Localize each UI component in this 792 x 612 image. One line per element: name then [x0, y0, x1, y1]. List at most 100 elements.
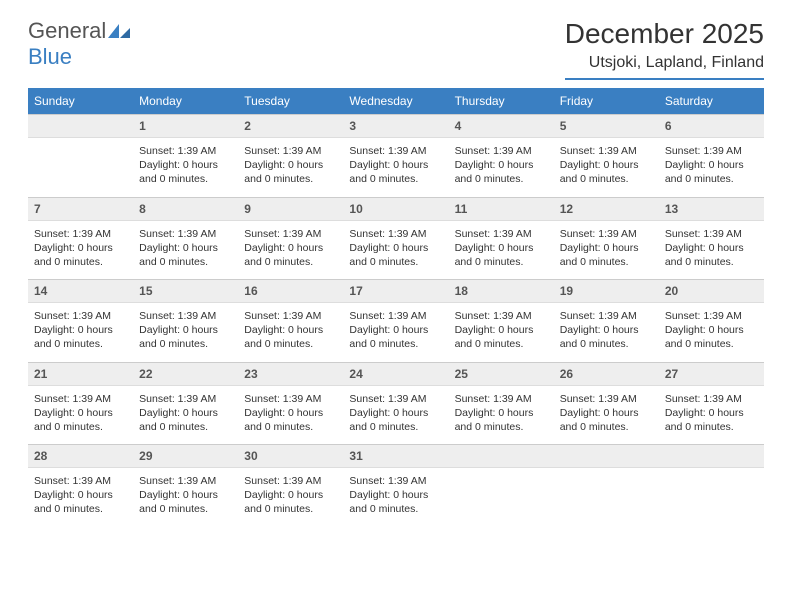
day-number: 24 — [343, 362, 448, 385]
logo-word-blue: Blue — [28, 44, 72, 69]
day-number: 3 — [343, 115, 448, 138]
daylight-line: Daylight: 0 hours and 0 minutes. — [665, 158, 758, 186]
calendar-body: SundayMondayTuesdayWednesdayThursdayFrid… — [28, 88, 764, 527]
day-cell: Sunset: 1:39 AMDaylight: 0 hours and 0 m… — [238, 468, 343, 527]
sunset-line: Sunset: 1:39 AM — [139, 309, 232, 323]
sunset-line: Sunset: 1:39 AM — [349, 309, 442, 323]
day-cell: Sunset: 1:39 AMDaylight: 0 hours and 0 m… — [133, 385, 238, 445]
day-cell: Sunset: 1:39 AMDaylight: 0 hours and 0 m… — [449, 303, 554, 363]
sunset-line: Sunset: 1:39 AM — [34, 309, 127, 323]
weekday-row: SundayMondayTuesdayWednesdayThursdayFrid… — [28, 88, 764, 115]
day-number — [449, 445, 554, 468]
day-number: 6 — [659, 115, 764, 138]
logo-text: General Blue — [28, 18, 130, 70]
logo-word-general: General — [28, 18, 106, 43]
daylight-line: Daylight: 0 hours and 0 minutes. — [665, 406, 758, 434]
daylight-line: Daylight: 0 hours and 0 minutes. — [244, 488, 337, 516]
sunset-line: Sunset: 1:39 AM — [665, 309, 758, 323]
page-header: General Blue December 2025 Utsjoki, Lapl… — [28, 18, 764, 80]
day-cell: Sunset: 1:39 AMDaylight: 0 hours and 0 m… — [449, 138, 554, 198]
day-number: 10 — [343, 197, 448, 220]
sunset-line: Sunset: 1:39 AM — [349, 392, 442, 406]
daylight-line: Daylight: 0 hours and 0 minutes. — [34, 488, 127, 516]
day-number: 14 — [28, 280, 133, 303]
day-number: 5 — [554, 115, 659, 138]
daylight-line: Daylight: 0 hours and 0 minutes. — [349, 323, 442, 351]
day-cell: Sunset: 1:39 AMDaylight: 0 hours and 0 m… — [554, 385, 659, 445]
day-cell — [28, 138, 133, 198]
brand-logo: General Blue — [28, 18, 130, 70]
day-cell: Sunset: 1:39 AMDaylight: 0 hours and 0 m… — [659, 138, 764, 198]
day-content-row: Sunset: 1:39 AMDaylight: 0 hours and 0 m… — [28, 468, 764, 527]
day-cell — [659, 468, 764, 527]
calendar-table: SundayMondayTuesdayWednesdayThursdayFrid… — [28, 88, 764, 527]
calendar-page: General Blue December 2025 Utsjoki, Lapl… — [0, 0, 792, 545]
daylight-line: Daylight: 0 hours and 0 minutes. — [139, 406, 232, 434]
sunset-line: Sunset: 1:39 AM — [560, 309, 653, 323]
daylight-line: Daylight: 0 hours and 0 minutes. — [455, 323, 548, 351]
daylight-line: Daylight: 0 hours and 0 minutes. — [560, 323, 653, 351]
day-number: 23 — [238, 362, 343, 385]
day-content-row: Sunset: 1:39 AMDaylight: 0 hours and 0 m… — [28, 303, 764, 363]
sunset-line: Sunset: 1:39 AM — [349, 227, 442, 241]
daylight-line: Daylight: 0 hours and 0 minutes. — [139, 241, 232, 269]
day-cell: Sunset: 1:39 AMDaylight: 0 hours and 0 m… — [343, 138, 448, 198]
sunset-line: Sunset: 1:39 AM — [455, 144, 548, 158]
sunset-line: Sunset: 1:39 AM — [244, 392, 337, 406]
day-cell: Sunset: 1:39 AMDaylight: 0 hours and 0 m… — [238, 303, 343, 363]
day-number: 8 — [133, 197, 238, 220]
sunset-line: Sunset: 1:39 AM — [455, 392, 548, 406]
logo-sail-icon — [108, 24, 130, 38]
sunset-line: Sunset: 1:39 AM — [244, 474, 337, 488]
day-cell: Sunset: 1:39 AMDaylight: 0 hours and 0 m… — [554, 220, 659, 280]
weekday-label: Monday — [133, 88, 238, 115]
day-number — [554, 445, 659, 468]
day-cell: Sunset: 1:39 AMDaylight: 0 hours and 0 m… — [133, 220, 238, 280]
sunset-line: Sunset: 1:39 AM — [244, 227, 337, 241]
sunset-line: Sunset: 1:39 AM — [455, 227, 548, 241]
day-cell: Sunset: 1:39 AMDaylight: 0 hours and 0 m… — [343, 385, 448, 445]
day-number: 9 — [238, 197, 343, 220]
day-cell: Sunset: 1:39 AMDaylight: 0 hours and 0 m… — [133, 138, 238, 198]
sunset-line: Sunset: 1:39 AM — [665, 392, 758, 406]
day-number: 28 — [28, 445, 133, 468]
day-cell: Sunset: 1:39 AMDaylight: 0 hours and 0 m… — [449, 385, 554, 445]
day-number: 22 — [133, 362, 238, 385]
sunset-line: Sunset: 1:39 AM — [244, 309, 337, 323]
day-content-row: Sunset: 1:39 AMDaylight: 0 hours and 0 m… — [28, 385, 764, 445]
day-number: 12 — [554, 197, 659, 220]
weekday-label: Thursday — [449, 88, 554, 115]
day-number — [28, 115, 133, 138]
daylight-line: Daylight: 0 hours and 0 minutes. — [349, 488, 442, 516]
day-number: 20 — [659, 280, 764, 303]
day-content-row: Sunset: 1:39 AMDaylight: 0 hours and 0 m… — [28, 220, 764, 280]
day-number: 15 — [133, 280, 238, 303]
day-number — [659, 445, 764, 468]
daylight-line: Daylight: 0 hours and 0 minutes. — [455, 241, 548, 269]
daylight-line: Daylight: 0 hours and 0 minutes. — [139, 158, 232, 186]
sunset-line: Sunset: 1:39 AM — [139, 227, 232, 241]
day-cell: Sunset: 1:39 AMDaylight: 0 hours and 0 m… — [28, 385, 133, 445]
day-number: 13 — [659, 197, 764, 220]
daylight-line: Daylight: 0 hours and 0 minutes. — [34, 241, 127, 269]
sunset-line: Sunset: 1:39 AM — [560, 392, 653, 406]
day-number-row: 14151617181920 — [28, 280, 764, 303]
sunset-line: Sunset: 1:39 AM — [244, 144, 337, 158]
day-cell: Sunset: 1:39 AMDaylight: 0 hours and 0 m… — [554, 303, 659, 363]
day-number: 21 — [28, 362, 133, 385]
daylight-line: Daylight: 0 hours and 0 minutes. — [349, 406, 442, 434]
day-cell: Sunset: 1:39 AMDaylight: 0 hours and 0 m… — [343, 220, 448, 280]
day-number: 30 — [238, 445, 343, 468]
day-number: 31 — [343, 445, 448, 468]
daylight-line: Daylight: 0 hours and 0 minutes. — [244, 323, 337, 351]
daylight-line: Daylight: 0 hours and 0 minutes. — [34, 323, 127, 351]
day-cell: Sunset: 1:39 AMDaylight: 0 hours and 0 m… — [554, 138, 659, 198]
day-number: 4 — [449, 115, 554, 138]
weekday-label: Sunday — [28, 88, 133, 115]
day-cell: Sunset: 1:39 AMDaylight: 0 hours and 0 m… — [238, 220, 343, 280]
sunset-line: Sunset: 1:39 AM — [665, 144, 758, 158]
sunset-line: Sunset: 1:39 AM — [665, 227, 758, 241]
sunset-line: Sunset: 1:39 AM — [139, 392, 232, 406]
title-block: December 2025 Utsjoki, Lapland, Finland — [565, 18, 764, 80]
daylight-line: Daylight: 0 hours and 0 minutes. — [244, 158, 337, 186]
